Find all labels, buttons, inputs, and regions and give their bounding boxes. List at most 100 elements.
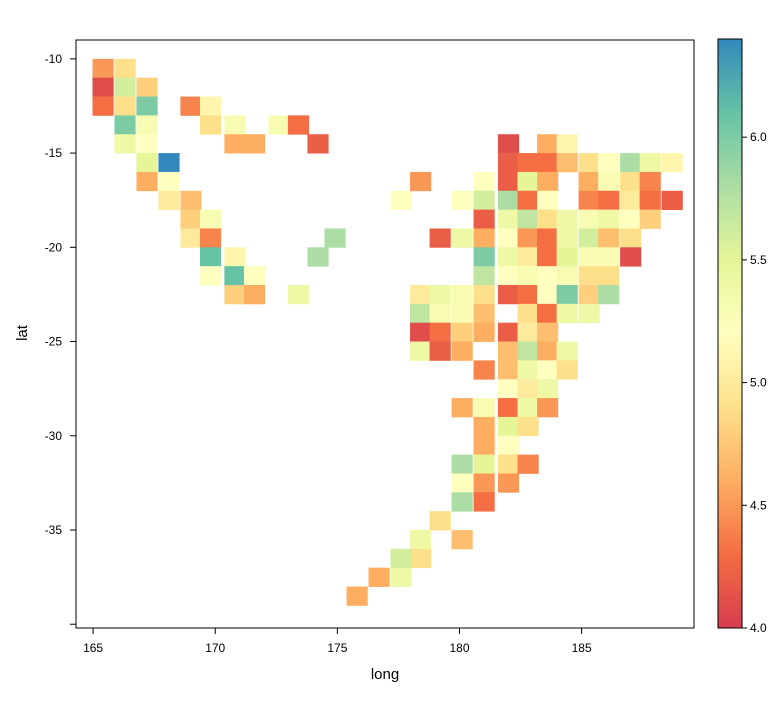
heatmap-cell: [556, 341, 578, 361]
heatmap-cell: [537, 190, 559, 211]
heatmap-cell: [451, 190, 473, 211]
heatmap-cell: [598, 153, 620, 173]
color-legend: 4.0 4.5 5.0 5.5 6.0: [717, 38, 767, 635]
heatmap-cell: [473, 322, 495, 342]
heatmap-cell: [473, 435, 495, 456]
heatmap-cell: [429, 511, 451, 531]
heatmap-cell: [199, 209, 222, 229]
x-axis-title: long: [371, 666, 399, 683]
heatmap-cell: [114, 96, 136, 116]
heatmap-cell: [243, 285, 266, 305]
legend-tick-label: 4.0: [750, 621, 767, 635]
heatmap-cell: [114, 134, 136, 154]
heatmap-cell: [473, 398, 495, 418]
heatmap-cell: [180, 228, 202, 248]
heatmap-cell: [517, 303, 539, 324]
heatmap-cell: [556, 153, 578, 173]
heatmap-cell: [410, 548, 432, 569]
heatmap-cell: [537, 360, 559, 380]
heatmap-cell: [497, 190, 520, 211]
heatmap-cell: [451, 341, 473, 361]
heatmap-cell: [517, 153, 539, 173]
heatmap-cell: [473, 454, 495, 474]
heatmap-cell: [199, 247, 222, 267]
heatmap-cell: [497, 171, 520, 192]
heatmap-cell: [136, 171, 158, 192]
heatmap-cell: [517, 416, 539, 437]
heatmap-cell: [517, 228, 539, 248]
heatmap-cell: [268, 115, 290, 135]
heatmap-cell: [497, 247, 520, 267]
heatmap-cell: [473, 473, 495, 493]
heatmap-cell: [497, 416, 520, 437]
heatmap-cell: [158, 190, 180, 211]
heatmap-cell: [537, 303, 559, 324]
heatmap-cell: [451, 322, 473, 342]
heatmap-cell: [620, 153, 642, 173]
heatmap-cell: [451, 454, 473, 474]
heatmap-cell: [556, 285, 578, 305]
x-axis: 165 170 175 180 185: [83, 628, 592, 655]
heatmap-cell: [307, 134, 329, 154]
heatmap-cell: [158, 171, 180, 192]
heatmap-cell: [136, 77, 158, 97]
heatmap-cell: [578, 247, 600, 267]
heatmap-cell: [92, 58, 114, 79]
heatmap-cell: [517, 398, 539, 418]
heatmap-cell: [451, 492, 473, 512]
x-tick-label: 170: [205, 641, 225, 655]
heatmap-cell: [136, 153, 158, 173]
heatmap-cell: [598, 190, 620, 211]
heatmap-cell: [578, 266, 600, 286]
heatmap-cell: [598, 228, 620, 248]
heatmap-cell: [661, 153, 683, 173]
heatmap-cell: [410, 322, 432, 342]
heatmap-cell: [158, 153, 180, 173]
heatmap-cell: [497, 379, 520, 399]
y-axis: -10 -15 -20 -25 -30 -35: [45, 52, 76, 625]
heatmap-cell: [620, 190, 642, 211]
heatmap-cell: [136, 96, 158, 116]
heatmap-cell: [497, 435, 520, 456]
heatmap-cell: [517, 322, 539, 342]
heatmap-cell: [556, 266, 578, 286]
heatmap-cell: [473, 190, 495, 211]
heatmap-cell: [473, 171, 495, 192]
heatmap-cell: [390, 567, 412, 587]
heatmap-cell: [497, 228, 520, 248]
heatmap-cell: [224, 285, 246, 305]
heatmap-cell: [517, 247, 539, 267]
heatmap-cell: [620, 228, 642, 248]
heatmap-cell: [556, 134, 578, 154]
heatmap-cell: [537, 209, 559, 229]
heatmap-cell: [537, 266, 559, 286]
heatmap-cell: [598, 285, 620, 305]
heatmap-cell: [537, 379, 559, 399]
heatmap-cell: [598, 247, 620, 267]
heatmap-cell: [410, 341, 432, 361]
heatmap-cell: [224, 247, 246, 267]
heatmap-cell: [92, 77, 114, 97]
heatmap-cell: [517, 266, 539, 286]
heatmap-cell: [620, 247, 642, 267]
heatmap-cell: [578, 190, 600, 211]
heatmap-cell: [199, 228, 222, 248]
heatmap-cell: [180, 209, 202, 229]
heatmap-cell: [578, 228, 600, 248]
heatmap-cell: [497, 285, 520, 305]
heatmap-cell: [537, 228, 559, 248]
heatmap-cell: [429, 322, 451, 342]
heatmap-cell: [598, 209, 620, 229]
heatmap-cell: [473, 285, 495, 305]
heatmap-cell: [517, 209, 539, 229]
heatmap-cell: [451, 398, 473, 418]
heatmap-cell: [451, 228, 473, 248]
heatmap-cell: [199, 96, 222, 116]
heatmap-cell: [517, 341, 539, 361]
heatmap-cell: [537, 171, 559, 192]
heatmap-cell: [517, 379, 539, 399]
heatmap-cell: [639, 171, 661, 192]
heatmap-cell: [639, 153, 661, 173]
heatmap-cell: [556, 209, 578, 229]
